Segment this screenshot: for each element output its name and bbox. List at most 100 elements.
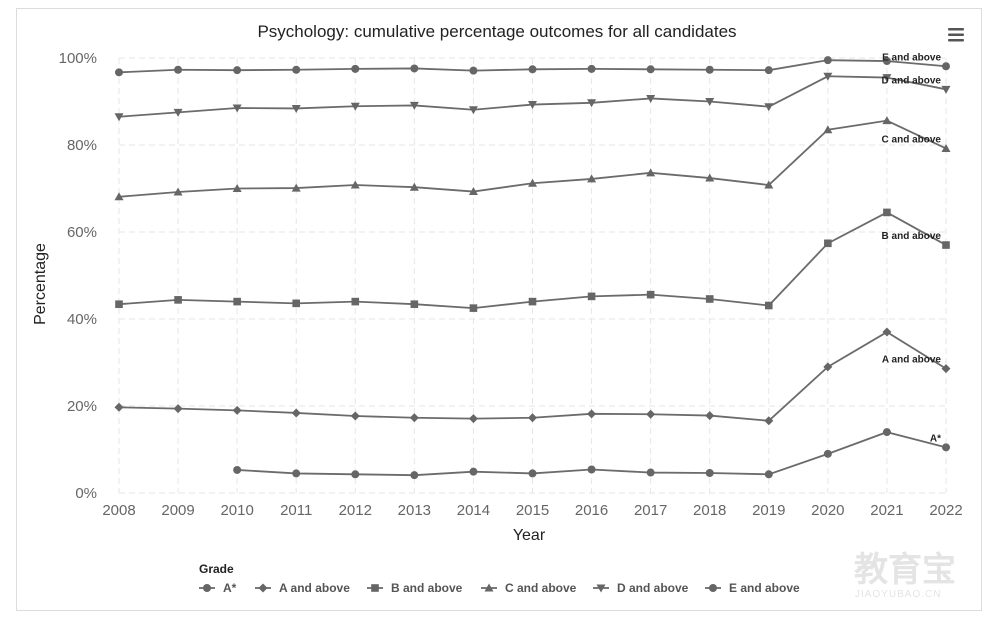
- data-point: [292, 65, 301, 74]
- x-tick-label: 2018: [693, 502, 726, 519]
- data-point: [410, 300, 419, 309]
- chart-container: Psychology: cumulative percentage outcom…: [16, 8, 982, 611]
- data-point: [528, 178, 537, 187]
- x-tick-label: 2009: [161, 502, 194, 519]
- legend-label: B and above: [391, 581, 463, 595]
- x-tick-label: 2013: [398, 502, 431, 519]
- data-point: [646, 468, 655, 477]
- y-tick-label: 100%: [59, 50, 97, 67]
- data-point: [942, 241, 950, 249]
- legend-item[interactable]: B and above: [367, 581, 463, 595]
- legend-marker: [258, 583, 268, 593]
- data-point: [292, 469, 301, 478]
- data-point: [587, 292, 596, 301]
- data-point: [823, 362, 833, 372]
- data-point: [646, 409, 656, 419]
- data-point: [882, 327, 892, 337]
- data-point: [882, 74, 892, 83]
- x-axis-title: Year: [513, 527, 546, 544]
- data-point: [115, 300, 123, 309]
- data-point: [351, 64, 360, 73]
- data-point: [233, 297, 241, 306]
- data-point: [350, 102, 360, 111]
- data-point: [705, 468, 714, 477]
- x-tick-label: 2014: [457, 502, 490, 519]
- x-tick-label: 2022: [929, 502, 962, 519]
- legend: Grade A* A and above B and above C and abov…: [199, 562, 800, 595]
- data-point: [764, 470, 773, 479]
- legend-label: A*: [223, 581, 237, 595]
- data-point: [941, 85, 951, 94]
- legend-title: Grade: [199, 562, 234, 576]
- data-point: [469, 467, 478, 476]
- legend-item[interactable]: C and above: [481, 581, 577, 595]
- data-point: [705, 65, 714, 74]
- data-point: [469, 66, 478, 75]
- y-axis-title: Percentage: [32, 243, 49, 325]
- data-point: [528, 297, 537, 306]
- x-tick-label: 2019: [752, 502, 785, 519]
- series-end-label: A and above: [882, 355, 942, 366]
- series-a-: [233, 428, 950, 480]
- data-point: [646, 290, 655, 299]
- data-point: [942, 62, 950, 71]
- watermark: 教育宝 JIAOYUBAO.CN: [854, 551, 956, 600]
- y-tick-label: 40%: [67, 311, 97, 328]
- data-point: [232, 405, 242, 415]
- data-point: [587, 174, 597, 183]
- data-point: [173, 187, 183, 196]
- data-point: [587, 465, 596, 474]
- axes: 0% 20% 40% 60% 80% 100% 2008 2009 2010 2011 2012 20…: [59, 50, 963, 519]
- data-point: [351, 297, 360, 306]
- data-point: [291, 104, 301, 113]
- data-point: [468, 187, 478, 196]
- hamburger-menu-icon[interactable]: [948, 28, 964, 42]
- data-point: [233, 465, 242, 474]
- x-tick-label: 2015: [516, 502, 549, 519]
- legend-label: E and above: [729, 581, 800, 595]
- series-d-and-above: [114, 72, 951, 122]
- grid: [118, 57, 947, 494]
- legend-label: C and above: [505, 581, 577, 595]
- data-point: [468, 414, 478, 424]
- data-point: [705, 98, 715, 106]
- data-point: [114, 113, 124, 122]
- legend-label: D and above: [617, 581, 689, 595]
- data-point: [410, 64, 419, 73]
- y-tick-label: 60%: [67, 224, 97, 241]
- data-point: [587, 64, 596, 73]
- legend-item[interactable]: A*: [199, 581, 237, 595]
- legend-item[interactable]: D and above: [593, 581, 689, 595]
- legend-marker: [371, 584, 379, 592]
- data-point: [824, 239, 832, 248]
- data-point: [174, 65, 183, 74]
- data-point: [351, 470, 360, 479]
- data-point: [291, 183, 301, 192]
- data-point: [174, 296, 182, 304]
- end-labels: A* A and above B and above C and above D and…: [882, 52, 942, 444]
- legend-marker: [484, 583, 494, 592]
- data-point: [233, 66, 242, 75]
- data-point: [528, 65, 537, 74]
- x-tick-label: 2011: [280, 502, 312, 519]
- data-point: [883, 208, 891, 217]
- series-end-label: D and above: [882, 75, 942, 86]
- data-point: [705, 295, 714, 303]
- series-b-and-above: [115, 208, 950, 312]
- x-tick-label: 2017: [634, 502, 667, 519]
- data-point: [705, 411, 715, 421]
- legend-item[interactable]: E and above: [705, 581, 800, 595]
- data-point: [528, 469, 537, 478]
- series-end-label: B and above: [882, 231, 942, 242]
- y-tick-label: 80%: [67, 137, 97, 154]
- series-c-and-above: [114, 116, 951, 201]
- data-point: [823, 125, 833, 134]
- data-point: [764, 301, 773, 310]
- series-end-label: C and above: [882, 134, 942, 145]
- data-point: [764, 66, 773, 75]
- legend-item[interactable]: A and above: [255, 581, 350, 595]
- data-point: [941, 143, 951, 152]
- series-end-label: A*: [930, 433, 941, 444]
- data-point: [173, 108, 183, 117]
- series-e-and-above: [115, 56, 950, 77]
